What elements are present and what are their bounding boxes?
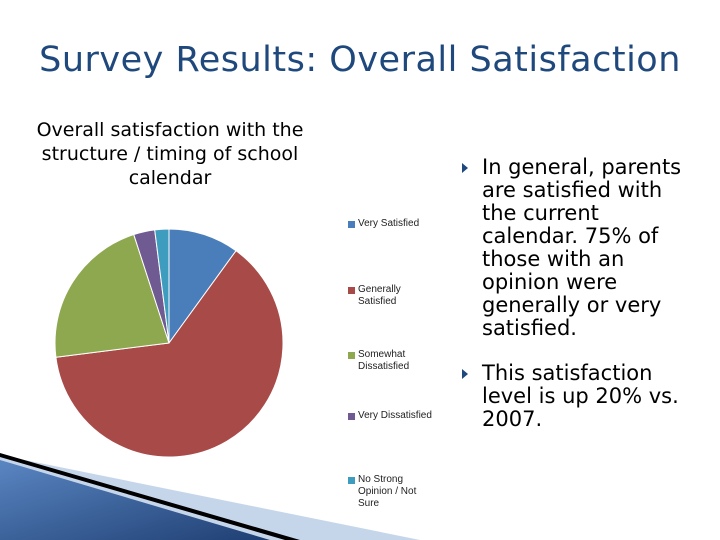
slide-title: Survey Results: Overall Satisfaction — [39, 40, 681, 80]
legend-swatch — [348, 352, 355, 359]
legend-item-4: Very Dissatisfied — [348, 410, 438, 422]
legend-label: Generally Satisfied — [358, 284, 401, 307]
legend-swatch — [348, 287, 355, 294]
chart-title: Overall satisfaction with the structure … — [36, 119, 304, 189]
swoosh-blue-band — [0, 460, 270, 540]
swoosh-dark-line — [0, 453, 300, 540]
legend-item-5: No Strong Opinion / Not Sure — [348, 474, 438, 510]
legend-item-1: Very Satisfied — [348, 218, 438, 230]
legend-label: Somewhat Dissatisfied — [358, 349, 410, 372]
legend-swatch — [348, 477, 355, 484]
bullet-text: In general, parents are satisfied with t… — [482, 155, 682, 340]
legend-item-2: Generally Satisfied — [348, 284, 438, 308]
pie-slice-1 — [168, 228, 237, 345]
legend-item-3: Somewhat Dissatisfied — [348, 349, 438, 373]
legend-label: Very Satisfied — [358, 218, 420, 229]
bullet-list: In general, parents are satisfied with t… — [460, 156, 700, 453]
legend-swatch — [348, 413, 355, 420]
legend-swatch — [348, 221, 355, 228]
pie-slice-2 — [55, 250, 284, 458]
pie-slice-5 — [154, 228, 170, 344]
bullet-item-1: In general, parents are satisfied with t… — [460, 156, 700, 340]
triangle-bullet-icon — [462, 163, 468, 173]
legend-label: Very Dissatisfied — [358, 410, 432, 421]
legend-label: No Strong Opinion / Not Sure — [358, 474, 417, 509]
bullet-item-2: This satisfaction level is up 20% vs. 20… — [460, 362, 700, 431]
triangle-bullet-icon — [462, 369, 468, 379]
pie-slice-3 — [54, 233, 170, 358]
bullet-text: This satisfaction level is up 20% vs. 20… — [482, 361, 679, 431]
